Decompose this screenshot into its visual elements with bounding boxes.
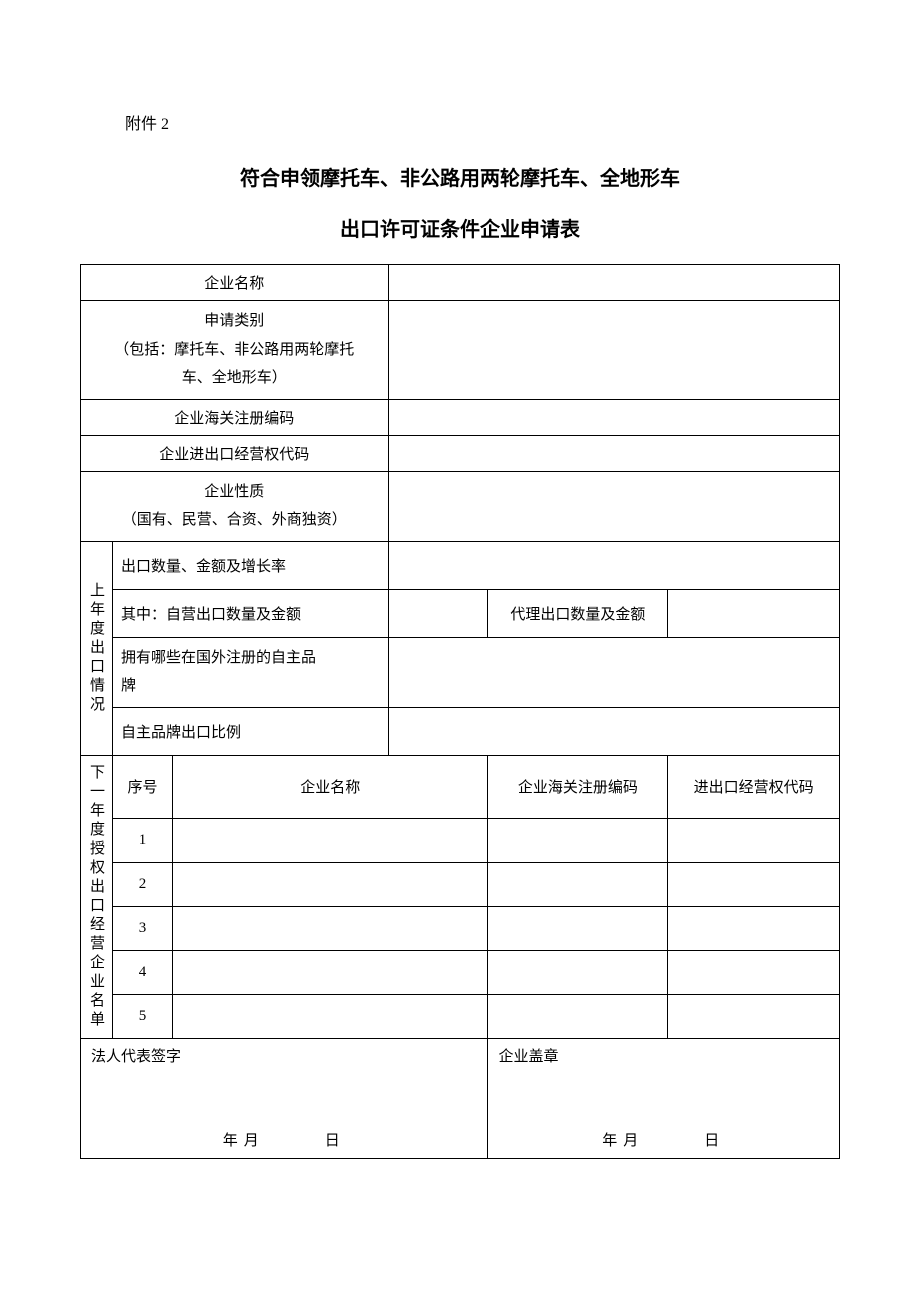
value-own-brand xyxy=(388,637,839,707)
value-own-brand-ratio xyxy=(388,707,839,755)
sign-stamp-label: 企业盖章 xyxy=(498,1049,558,1065)
label-nature: 企业性质 （国有、民营、合资、外商独资） xyxy=(81,471,389,541)
seq-5: 5 xyxy=(112,994,172,1038)
value-customs-code xyxy=(388,399,839,435)
label-own-brand-ratio: 自主品牌出口比例 xyxy=(112,707,388,755)
value-agent-export xyxy=(668,589,840,637)
row3-company xyxy=(172,906,488,950)
date-y-2: 年 xyxy=(602,1133,623,1149)
label-export-qty: 出口数量、金额及增长率 xyxy=(112,541,388,589)
sign-stamp-cell: 企业盖章 年月 日 xyxy=(488,1038,840,1158)
date-d-2: 日 xyxy=(704,1133,725,1149)
label-self-export: 其中：自营出口数量及金额 xyxy=(112,589,388,637)
row5-company xyxy=(172,994,488,1038)
label-next-year: 下一年度授权出口经营企业名单 xyxy=(81,755,113,1038)
value-nature xyxy=(388,471,839,541)
title-line-1: 符合申领摩托车、非公路用两轮摩托车、全地形车 xyxy=(80,162,840,191)
row4-company xyxy=(172,950,488,994)
title-line-2: 出口许可证条件企业申请表 xyxy=(80,213,840,242)
row1-customs xyxy=(488,818,668,862)
sign-rep-cell: 法人代表签字 年月 日 xyxy=(81,1038,488,1158)
date-y-1: 年 xyxy=(223,1133,244,1149)
nature-l2: （国有、民营、合资、外商独资） xyxy=(89,506,380,535)
seq-3: 3 xyxy=(112,906,172,950)
sign-stamp-date: 年月 日 xyxy=(488,1129,839,1150)
col-seq: 序号 xyxy=(112,755,172,818)
application-form-table: 企业名称 申请类别 （包括：摩托车、非公路用两轮摩托 车、全地形车） 企业海关注… xyxy=(80,264,840,1159)
sign-rep-label: 法人代表签字 xyxy=(91,1049,181,1065)
date-d-1: 日 xyxy=(325,1133,346,1149)
label-apply-type: 申请类别 （包括：摩托车、非公路用两轮摩托 车、全地形车） xyxy=(81,301,389,400)
seq-4: 4 xyxy=(112,950,172,994)
value-ie-code xyxy=(388,435,839,471)
attachment-label: 附件 2 xyxy=(125,110,840,134)
row2-customs xyxy=(488,862,668,906)
row2-ie xyxy=(668,862,840,906)
value-self-export xyxy=(388,589,488,637)
row5-ie xyxy=(668,994,840,1038)
row3-customs xyxy=(488,906,668,950)
label-customs-code: 企业海关注册编码 xyxy=(81,399,389,435)
col-ie-code: 进出口经营权代码 xyxy=(668,755,840,818)
date-m-2: 月 xyxy=(623,1133,644,1149)
value-apply-type xyxy=(388,301,839,400)
row2-company xyxy=(172,862,488,906)
row4-ie xyxy=(668,950,840,994)
label-own-brand: 拥有哪些在国外注册的自主品 牌 xyxy=(112,637,388,707)
row3-ie xyxy=(668,906,840,950)
label-ie-code: 企业进出口经营权代码 xyxy=(81,435,389,471)
value-company-name xyxy=(388,265,839,301)
value-export-qty xyxy=(388,541,839,589)
row1-ie xyxy=(668,818,840,862)
nature-l1: 企业性质 xyxy=(89,478,380,507)
sign-rep-date: 年月 日 xyxy=(81,1129,487,1150)
seq-2: 2 xyxy=(112,862,172,906)
own-brand-l2: 牌 xyxy=(121,672,380,701)
row1-company xyxy=(172,818,488,862)
col-customs: 企业海关注册编码 xyxy=(488,755,668,818)
col-company: 企业名称 xyxy=(172,755,488,818)
row4-customs xyxy=(488,950,668,994)
seq-1: 1 xyxy=(112,818,172,862)
row5-customs xyxy=(488,994,668,1038)
apply-type-l1: 申请类别 xyxy=(89,307,380,336)
label-prev-year: 上年度出口情况 xyxy=(81,541,113,755)
label-company-name: 企业名称 xyxy=(81,265,389,301)
apply-type-l2: （包括：摩托车、非公路用两轮摩托 xyxy=(89,336,380,365)
own-brand-l1: 拥有哪些在国外注册的自主品 xyxy=(121,644,380,673)
label-agent-export: 代理出口数量及金额 xyxy=(488,589,668,637)
apply-type-l3: 车、全地形车） xyxy=(89,364,380,393)
date-m-1: 月 xyxy=(244,1133,265,1149)
